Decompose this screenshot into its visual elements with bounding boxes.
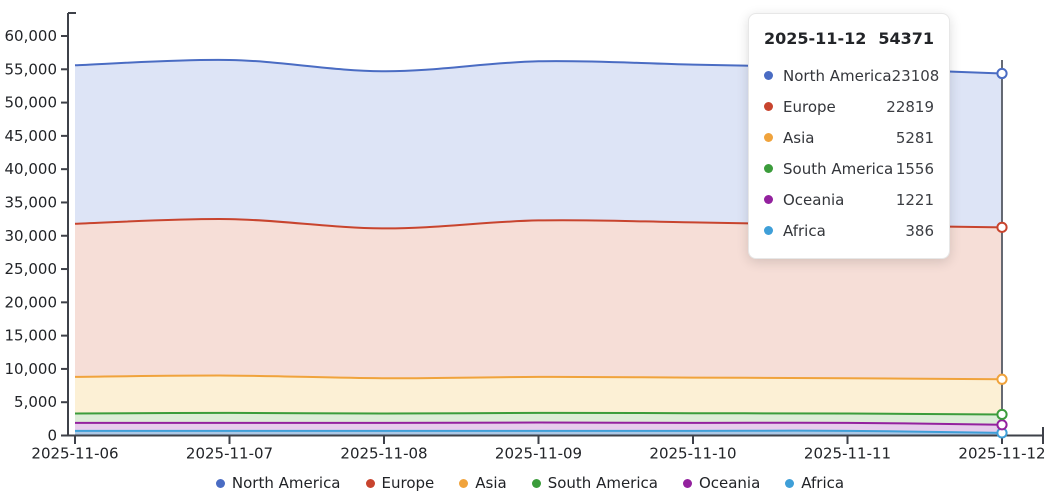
legend-label: North America: [231, 474, 341, 492]
marker-north-america: [996, 67, 1008, 80]
tooltip-series-value: 23108: [891, 66, 940, 85]
legend-dot-icon: [215, 478, 225, 488]
series-line-oceania: [74, 421, 1003, 426]
tooltip-date: 2025-11-12: [764, 29, 867, 48]
tooltip-series-name: South America: [783, 159, 894, 178]
series-line-south-america: [74, 411, 1003, 416]
legend-dot-icon: [682, 478, 692, 488]
tooltip-series-name: Africa: [783, 221, 826, 240]
series-dot-icon: [764, 71, 773, 80]
marker-oceania: [996, 419, 1008, 431]
marker-south-america: [996, 408, 1008, 421]
y-axis-label: 45,000: [5, 127, 58, 145]
tooltip-series-value: 1221: [895, 190, 934, 209]
legend-label: South America: [547, 474, 658, 492]
series-dot-icon: [764, 226, 773, 235]
y-axis-label: 10,000: [5, 360, 58, 378]
legend-item-africa[interactable]: Africa: [785, 474, 844, 492]
series-area-africa: [75, 430, 1002, 436]
legend-dot-icon: [365, 478, 375, 488]
axes: [61, 12, 1044, 444]
legend-item-asia[interactable]: Asia: [459, 474, 507, 492]
x-axis-label: 2025-11-12: [958, 445, 1045, 463]
tooltip-rows: North America 23108 Europe 22819 Asia 5281 Sou…: [764, 60, 939, 246]
marker-asia: [996, 373, 1008, 385]
legend-label: Europe: [381, 474, 435, 492]
tooltip-row-south-america: South America 1556: [764, 153, 934, 184]
legend-item-north-america[interactable]: North America: [215, 474, 341, 492]
legend-item-oceania[interactable]: Oceania: [682, 474, 761, 492]
y-axis-label: 30,000: [5, 227, 58, 245]
tooltip-series-name: Europe: [783, 97, 836, 116]
series-dot-icon: [764, 102, 773, 111]
tooltip-row-europe: Europe 22819: [764, 91, 934, 122]
legend-item-europe[interactable]: Europe: [365, 474, 435, 492]
series-dot-icon: [764, 164, 773, 173]
tooltip-row-asia: Asia 5281: [764, 122, 934, 153]
y-axis-label: 35,000: [5, 193, 58, 211]
x-axis-label: 2025-11-10: [649, 445, 736, 463]
tooltip: 2025-11-12 54371 North America 23108 Europ…: [748, 13, 950, 259]
x-axis-label: 2025-11-09: [495, 445, 582, 463]
marker-europe: [996, 221, 1008, 233]
legend: North America Europe Asia South America Ocea…: [0, 471, 1060, 495]
y-axis-label: 55,000: [5, 60, 58, 78]
legend-dot-icon: [531, 478, 541, 488]
series-line-asia: [74, 374, 1003, 381]
tooltip-row-north-america: North America 23108: [764, 60, 939, 91]
y-axis-label: 0: [47, 427, 57, 445]
legend-item-south-america[interactable]: South America: [531, 474, 658, 492]
tooltip-series-value: 22819: [886, 97, 934, 116]
y-axis-label: 5,000: [14, 393, 57, 411]
x-axis-label: 2025-11-11: [804, 445, 891, 463]
y-axis-label: 50,000: [5, 94, 58, 112]
x-axis-label: 2025-11-08: [340, 445, 427, 463]
x-axis-label: 2025-11-07: [186, 445, 273, 463]
y-axis-label: 15,000: [5, 327, 58, 345]
legend-label: Oceania: [698, 474, 761, 492]
tooltip-row-oceania: Oceania 1221: [764, 184, 934, 215]
tooltip-series-name: Asia: [783, 128, 815, 147]
legend-dot-icon: [459, 478, 469, 488]
tooltip-series-value: 5281: [895, 128, 934, 147]
y-axis-label: 40,000: [5, 160, 58, 178]
x-axis-label: 2025-11-06: [31, 445, 118, 463]
tooltip-series-name: Oceania: [783, 190, 845, 209]
tooltip-series-value: 1556: [895, 159, 934, 178]
tooltip-total: 54371: [878, 29, 934, 48]
tooltip-header: 2025-11-12 54371: [764, 29, 934, 48]
tooltip-series-value: 386: [905, 221, 934, 240]
legend-dot-icon: [785, 478, 795, 488]
y-axis-label: 60,000: [5, 27, 58, 45]
y-axis-label: 25,000: [5, 260, 58, 278]
legend-label: Africa: [801, 474, 845, 492]
series-dot-icon: [764, 195, 773, 204]
series-line-africa: [75, 429, 1003, 434]
y-axis-label: 20,000: [5, 293, 58, 311]
tooltip-row-africa: Africa 386: [764, 215, 934, 246]
legend-label: Asia: [475, 474, 507, 492]
series-dot-icon: [764, 133, 773, 142]
tooltip-series-name: North America: [783, 66, 892, 85]
